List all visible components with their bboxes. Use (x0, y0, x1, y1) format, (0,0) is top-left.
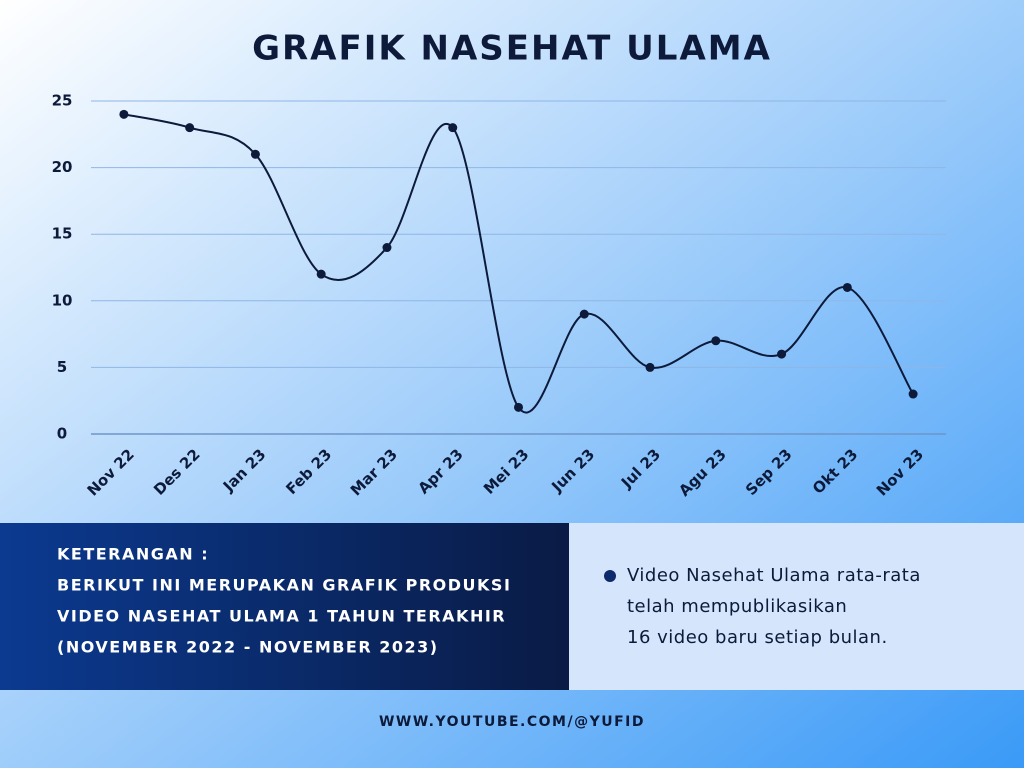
notes-line: VIDEO NASEHAT ULAMA 1 TAHUN TERAKHIR (57, 607, 506, 626)
y-tick-label: 10 (52, 291, 73, 309)
point (777, 349, 787, 359)
y-tick-label: 20 (52, 158, 73, 176)
point (842, 282, 852, 292)
point (185, 123, 195, 133)
point (382, 243, 392, 253)
notes-line: BERIKUT INI MERUPAKAN GRAFIK PRODUKSI (57, 576, 511, 595)
summary-panel (569, 523, 1024, 690)
point (579, 309, 589, 319)
point (119, 109, 129, 119)
notes-line: (NOVEMBER 2022 - NOVEMBER 2023) (57, 638, 439, 657)
point (316, 269, 326, 279)
point (448, 123, 458, 133)
point (645, 362, 655, 372)
y-tick-label: 15 (52, 225, 73, 243)
point (908, 389, 918, 399)
notes-panel (0, 523, 569, 690)
bullet (604, 570, 616, 582)
summary-line: Video Nasehat Ulama rata-rata (627, 565, 921, 586)
point (250, 149, 260, 159)
summary-line: 16 video baru setiap bulan. (627, 627, 888, 648)
summary-line: telah mempublikasikan (627, 596, 847, 617)
y-tick-label: 25 (52, 92, 73, 110)
point (711, 336, 721, 346)
chart-title: GRAFIK NASEHAT ULAMA (252, 29, 772, 69)
point (514, 402, 523, 412)
notes-heading: KETERANGAN : (57, 545, 209, 564)
footer: WWW.YOUTUBE.COM/@YUFID (379, 714, 645, 730)
y-tick-label: 0 (57, 425, 67, 443)
y-tick-label: 5 (57, 358, 67, 376)
